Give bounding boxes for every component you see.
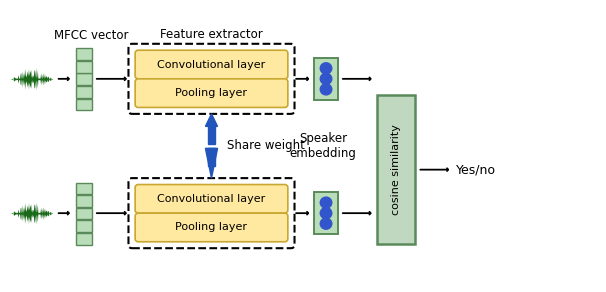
FancyBboxPatch shape <box>135 50 288 79</box>
FancyBboxPatch shape <box>76 86 92 98</box>
FancyBboxPatch shape <box>208 126 215 144</box>
FancyBboxPatch shape <box>135 213 288 242</box>
FancyBboxPatch shape <box>314 192 338 234</box>
FancyBboxPatch shape <box>76 195 92 207</box>
Polygon shape <box>205 148 218 178</box>
Text: Speaker
embedding: Speaker embedding <box>290 132 356 160</box>
Circle shape <box>320 197 332 208</box>
Text: MFCC vector: MFCC vector <box>54 29 128 41</box>
FancyBboxPatch shape <box>135 79 288 107</box>
Text: Share weight: Share weight <box>227 140 305 152</box>
Text: Yes/no: Yes/no <box>456 163 496 176</box>
FancyBboxPatch shape <box>76 73 92 85</box>
FancyBboxPatch shape <box>135 185 288 213</box>
Circle shape <box>320 218 332 229</box>
FancyBboxPatch shape <box>208 148 215 166</box>
Text: Convolutional layer: Convolutional layer <box>158 194 265 204</box>
Text: Convolutional layer: Convolutional layer <box>158 60 265 69</box>
FancyBboxPatch shape <box>76 61 92 72</box>
FancyBboxPatch shape <box>76 183 92 194</box>
Text: Pooling layer: Pooling layer <box>176 223 247 232</box>
Circle shape <box>320 208 332 219</box>
FancyBboxPatch shape <box>76 208 92 220</box>
Polygon shape <box>205 114 218 126</box>
FancyBboxPatch shape <box>314 58 338 100</box>
FancyBboxPatch shape <box>76 99 92 110</box>
FancyBboxPatch shape <box>76 233 92 244</box>
Text: Feature extractor: Feature extractor <box>160 28 263 41</box>
Circle shape <box>320 63 332 74</box>
FancyBboxPatch shape <box>76 220 92 232</box>
Text: Pooling layer: Pooling layer <box>176 88 247 98</box>
Circle shape <box>320 84 332 95</box>
Circle shape <box>320 73 332 84</box>
Text: cosine similarity: cosine similarity <box>391 124 401 215</box>
FancyBboxPatch shape <box>377 95 415 244</box>
FancyBboxPatch shape <box>76 48 92 60</box>
